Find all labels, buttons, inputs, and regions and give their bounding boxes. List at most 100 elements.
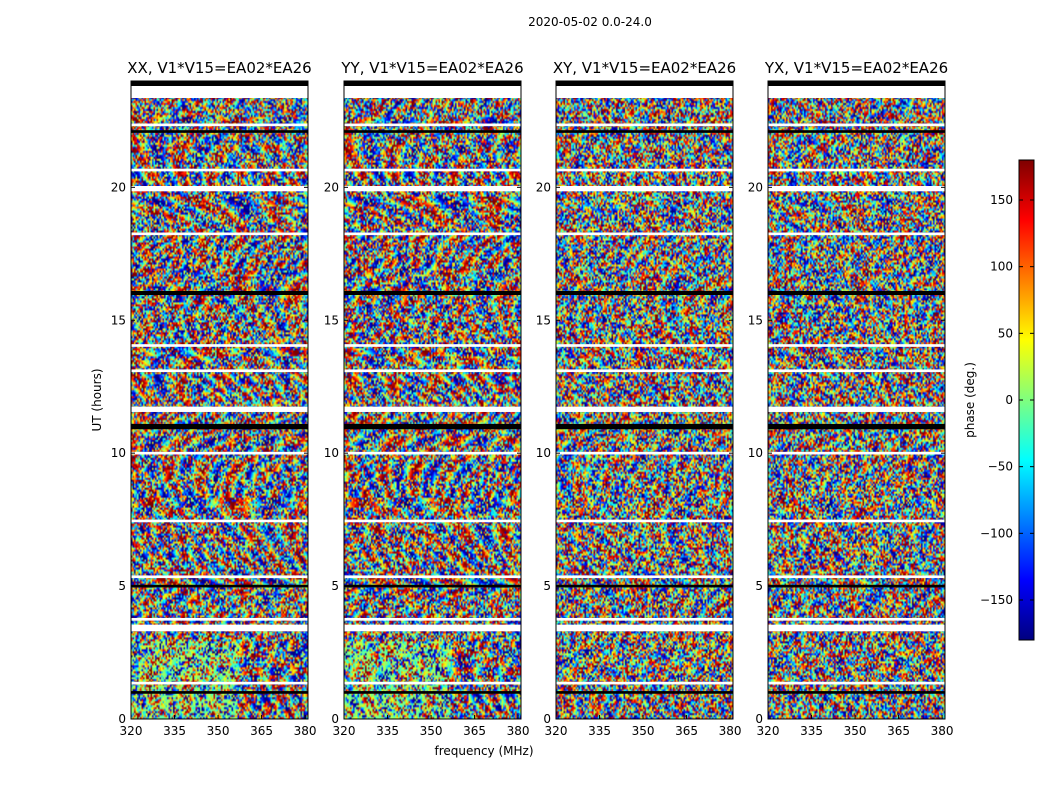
panel-title: XX, V1*V15=EA02*EA26 [127, 59, 311, 77]
flagged-gap [131, 369, 308, 373]
flagged-gap [131, 681, 308, 685]
panel-xx: XX, V1*V15=EA02*EA26 320 335 350 365 380 0 5 10 1… [111, 59, 317, 738]
x-tick-label: 365 [250, 724, 273, 738]
phase-waterfall-image [556, 81, 733, 719]
figure-suptitle: 2020-05-02 0.0-24.0 [528, 15, 652, 29]
flagged-gap [768, 406, 945, 412]
x-tick-label: 320 [545, 724, 568, 738]
flagged-gap [344, 575, 521, 579]
panel-xy: XY, V1*V15=EA02*EA26 320 335 350 365 380 0 5 10 1… [536, 59, 742, 738]
flagged-gap [131, 168, 308, 172]
x-tick-label: 350 [420, 724, 443, 738]
flagged-gap [131, 344, 308, 347]
flagged-gap [344, 624, 521, 632]
flagged-gap [344, 130, 521, 133]
phase-waterfall-image [131, 81, 308, 719]
panel-frame [767, 80, 946, 720]
flagged-gap [131, 575, 308, 579]
flagged-gap [768, 123, 945, 127]
flagged-gap [344, 81, 521, 86]
panel-frame [555, 80, 734, 720]
y-tick-label: 5 [118, 579, 126, 593]
y-tick-label: 20 [111, 180, 126, 194]
flagged-gap [556, 406, 733, 412]
phase-waterfall-image [344, 81, 521, 719]
flagged-gap [344, 291, 521, 295]
y-tick-label: 15 [748, 313, 763, 327]
flagged-gap [768, 369, 945, 373]
x-tick-label: 350 [844, 724, 867, 738]
flagged-gap [344, 617, 521, 621]
flagged-gap [131, 232, 308, 236]
flagged-gap [768, 168, 945, 172]
y-tick-label: 20 [324, 180, 339, 194]
flagged-gap [131, 624, 308, 632]
flagged-gap [556, 81, 733, 86]
panel-frame [343, 80, 522, 720]
y-tick-label: 10 [748, 446, 763, 460]
x-tick-label: 320 [333, 724, 356, 738]
flagged-gap [768, 691, 945, 694]
flagged-gap [556, 575, 733, 579]
flagged-gap [131, 691, 308, 694]
flagged-gap [768, 81, 945, 86]
flagged-gap [344, 406, 521, 412]
flagged-gap [131, 423, 308, 430]
flagged-gap [556, 232, 733, 236]
flagged-gap [344, 232, 521, 236]
flagged-gap [131, 81, 308, 86]
flagged-gap [344, 186, 521, 192]
x-tick-label: 335 [800, 724, 823, 738]
y-tick-label: 0 [118, 712, 126, 726]
flagged-gap [768, 681, 945, 685]
flagged-gap [556, 681, 733, 685]
panel-yy: YY, V1*V15=EA02*EA26 320 335 350 365 380 0 5 10 1… [324, 59, 530, 738]
flagged-gap [768, 617, 945, 621]
flagged-gap [556, 423, 733, 430]
flagged-gap [556, 519, 733, 523]
flagged-gap [556, 584, 733, 588]
y-tick-label: 5 [755, 579, 763, 593]
flagged-gap [768, 186, 945, 192]
flagged-gap [556, 369, 733, 373]
flagged-gap [556, 130, 733, 133]
flagged-gap [131, 86, 308, 98]
x-tick-label: 335 [163, 724, 186, 738]
flagged-gap [344, 691, 521, 694]
flagged-gap [556, 123, 733, 127]
phase-waterfall-image [768, 81, 945, 719]
flagged-gap [768, 451, 945, 455]
flagged-gap [344, 86, 521, 98]
y-axis-label: UT (hours) [90, 368, 104, 431]
colorbar-tick-label: 0 [1005, 393, 1013, 407]
y-tick-label: 5 [543, 579, 551, 593]
panel-title: YY, V1*V15=EA02*EA26 [340, 59, 523, 77]
flagged-gap [768, 291, 945, 295]
y-tick-label: 5 [331, 579, 339, 593]
x-tick-label: 350 [207, 724, 230, 738]
y-tick-label: 15 [536, 313, 551, 327]
flagged-gap [768, 232, 945, 236]
flagged-gap [131, 451, 308, 455]
x-tick-label: 365 [675, 724, 698, 738]
x-tick-label: 320 [757, 724, 780, 738]
panel-title: YX, V1*V15=EA02*EA26 [764, 59, 948, 77]
flagged-gap [768, 575, 945, 579]
flagged-gap [344, 344, 521, 347]
x-tick-label: 335 [376, 724, 399, 738]
panel-yx: YX, V1*V15=EA02*EA26 320 335 350 365 380 0 5 10 1… [748, 59, 954, 738]
flagged-gap [768, 584, 945, 588]
flagged-gap [131, 519, 308, 523]
x-tick-label: 365 [887, 724, 910, 738]
flagged-gap [768, 519, 945, 523]
x-axis-label: frequency (MHz) [434, 744, 533, 758]
flagged-gap [556, 344, 733, 347]
y-tick-label: 0 [755, 712, 763, 726]
flagged-gap [556, 617, 733, 621]
flagged-gap [131, 584, 308, 588]
flagged-gap [131, 617, 308, 621]
flagged-gap [131, 406, 308, 412]
flagged-gap [344, 123, 521, 127]
flagged-gap [344, 681, 521, 685]
